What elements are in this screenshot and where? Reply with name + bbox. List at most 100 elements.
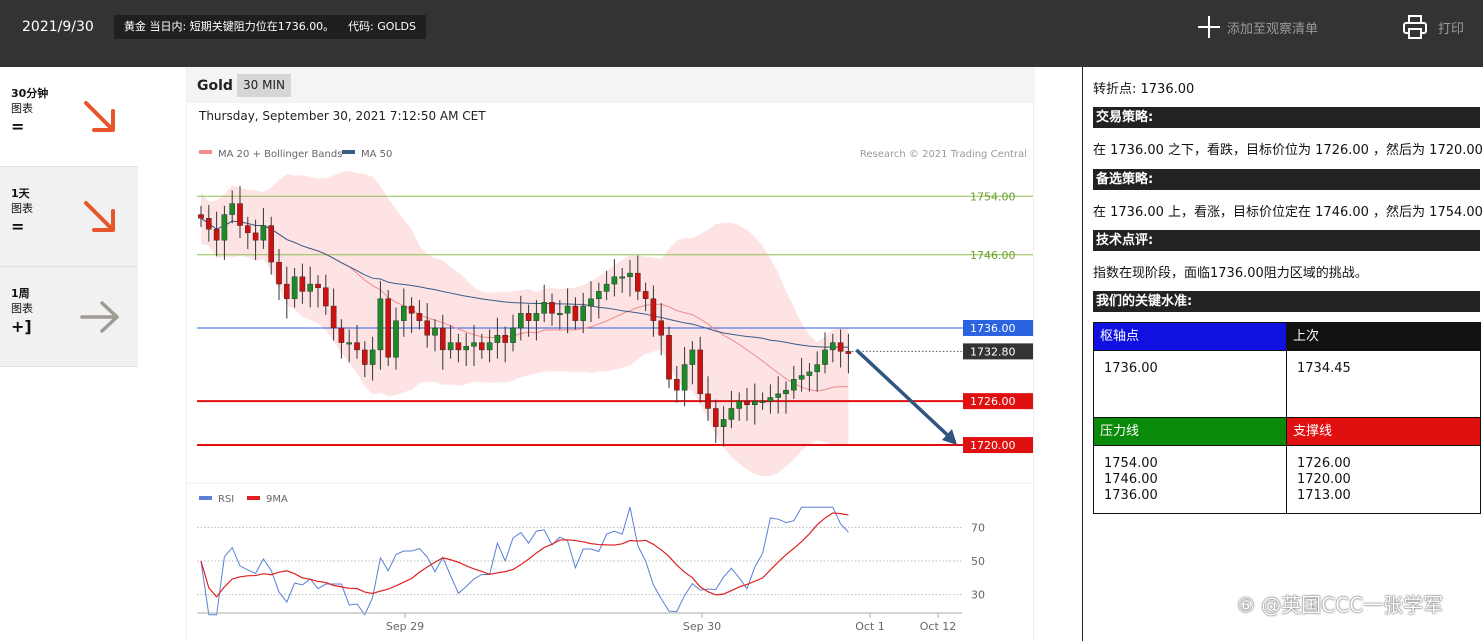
x-tick-label: Sep 29 (386, 620, 424, 633)
candle-body (697, 349, 704, 395)
candle-body (471, 342, 477, 347)
candle-body (837, 342, 844, 352)
candle-body (689, 349, 696, 365)
candle-body (283, 283, 290, 299)
print-label: 打印 (1438, 21, 1465, 37)
candle-body (666, 335, 672, 380)
instrument-code: 代码: GOLDS (338, 15, 426, 39)
candle-body (642, 291, 649, 299)
candle-body (330, 305, 337, 329)
intraday-summary: 黄金 当日内: 短期关键阻力位在1736.00。 (114, 15, 345, 39)
candle-body (588, 298, 594, 307)
timeframe-sub: 图表 (11, 302, 33, 315)
alt-strategy-heading: 备选策略: (1093, 169, 1480, 190)
candle-body (572, 305, 579, 321)
candle-body (525, 313, 532, 321)
support-values: 1726.00 1720.00 1713.00 (1287, 445, 1480, 513)
last-value: 1734.45 (1287, 350, 1480, 418)
analysis-panel: 转折点: 1736.00 交易策略: 在 1736.00 之下，看跌，目标价位为… (1082, 67, 1483, 641)
candle-body (213, 228, 220, 241)
support-header: 支撑线 (1287, 418, 1480, 445)
timeframe-30min[interactable]: 30分钟 图表 = (0, 67, 138, 167)
level-label: 1726.00 (970, 395, 1016, 408)
candle-body (736, 400, 742, 409)
candle-body (299, 276, 306, 292)
add-to-watchlist-button[interactable]: 添加至观察清单 (1197, 14, 1318, 40)
candle-body (432, 327, 438, 336)
candle-body (611, 276, 618, 285)
candle-body (354, 342, 360, 351)
price-chart: MA 20 + Bollinger Bands MA 50 Research © 2… (187, 149, 1035, 633)
candle-body (322, 287, 329, 307)
chart-datetime: Thursday, September 30, 2021 7:12:50 AM … (199, 109, 486, 123)
candle-body (252, 232, 259, 241)
printer-icon (1403, 15, 1427, 39)
strategy-text: 在 1736.00 之下，看跌，目标价位为 1726.00 ，然后为 1720.… (1093, 143, 1483, 158)
candle-body (206, 218, 212, 230)
candle-body (791, 378, 797, 391)
timeframe-signal: = (11, 117, 25, 136)
legend-swatch (342, 150, 355, 154)
pivot-value: 1736.00 (1094, 350, 1286, 418)
strategy-heading: 交易策略: (1093, 107, 1480, 128)
rsi-tick-label: 30 (971, 589, 985, 602)
ma50-line (200, 217, 849, 348)
candle-body (315, 283, 321, 288)
candle-body (783, 389, 789, 395)
candle-body (830, 342, 836, 351)
watermark: ⑥ @英国CCC一张学军 (1237, 593, 1444, 617)
bollinger-band (201, 170, 849, 477)
report-date: 2021/9/30 (22, 19, 94, 35)
key-levels-heading: 我们的关键水准: (1093, 291, 1480, 312)
level-label: 1754.00 (970, 190, 1016, 203)
resistance-values: 1754.00 1746.00 1736.00 (1094, 445, 1286, 513)
candle-body (518, 313, 524, 329)
last-price-label: 1732.80 (970, 345, 1016, 358)
candle-body (533, 313, 540, 321)
candle-body (229, 203, 235, 215)
support-3: 1713.00 (1297, 488, 1351, 503)
candle-body (603, 283, 610, 292)
candle-body (658, 320, 665, 336)
candle-body (752, 400, 758, 406)
print-button[interactable]: 打印 (1402, 13, 1464, 41)
candle-body (728, 408, 735, 420)
timeframe-1week[interactable]: 1周 图表 +] (0, 267, 138, 367)
candle-body (650, 298, 657, 321)
timeframe-signal: = (11, 217, 25, 236)
candle-body (767, 397, 774, 402)
timeframe-label: 1周 (11, 287, 30, 300)
rsi-line (200, 506, 849, 616)
candle-body (260, 225, 267, 241)
level-label: 1720.00 (970, 439, 1016, 452)
level-label: 1746.00 (970, 249, 1016, 262)
candle-body (494, 335, 501, 343)
legend-label: MA 50 (361, 149, 392, 160)
support-1: 1726.00 (1297, 456, 1351, 471)
candle-body (447, 342, 454, 351)
chart-header: Gold 30 MIN (187, 67, 1035, 103)
candle-body (369, 349, 376, 365)
candle-body (775, 393, 781, 398)
candle-body (268, 225, 274, 263)
candle-body (439, 327, 446, 351)
candle-body (408, 305, 415, 314)
comment-text: 指数在现阶段，面临1736.00阻力区域的挑战。 (1093, 266, 1368, 281)
projection-arrow (855, 348, 957, 444)
resistance-3: 1736.00 (1104, 488, 1158, 503)
resistance-2: 1746.00 (1104, 472, 1158, 487)
timeframe-1day[interactable]: 1天 图表 = (0, 167, 138, 267)
arrow-down-right-icon (84, 201, 115, 232)
chart-timeframe-badge[interactable]: 30 MIN (237, 74, 291, 97)
projection-arrowhead (942, 429, 957, 446)
timeframe-signal: +] (11, 317, 32, 336)
candle-body (596, 291, 602, 299)
top-bar: 2021/9/30 黄金 当日内: 短期关键阻力位在1736.00。 代码: G… (0, 0, 1483, 67)
candle-body (681, 364, 688, 391)
resistance-header: 压力线 (1094, 418, 1286, 445)
candle-body (291, 276, 298, 299)
candle-body (393, 320, 399, 358)
candle-body (713, 408, 719, 427)
candle-body (759, 400, 766, 403)
candle-body (627, 272, 633, 277)
